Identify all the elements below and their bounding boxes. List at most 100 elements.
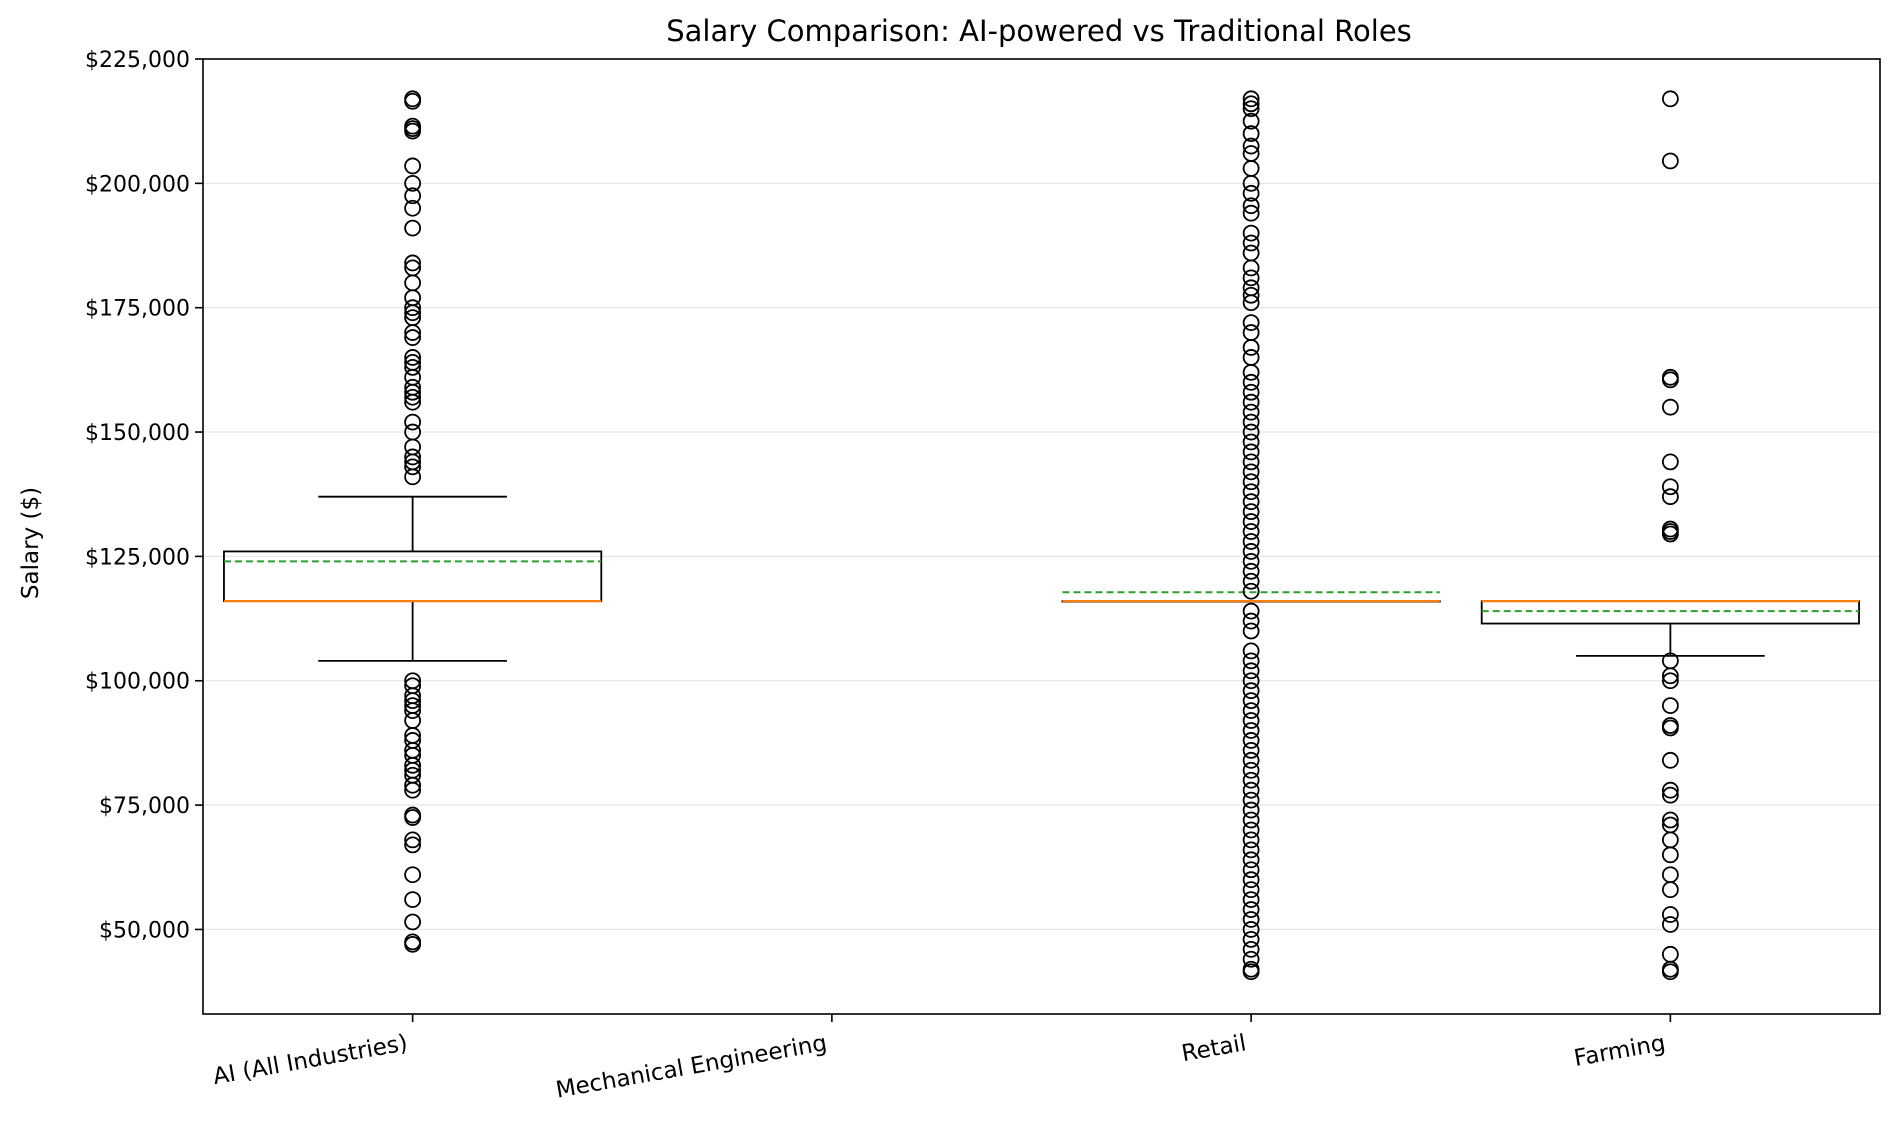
outlier-point <box>1242 373 1260 391</box>
outlier-point <box>404 199 422 217</box>
outlier-point <box>1242 950 1260 968</box>
outlier-point <box>1661 525 1679 543</box>
outlier-point <box>1242 473 1260 491</box>
chart-title: Salary Comparison: AI-powered vs Traditi… <box>666 14 1412 48</box>
outlier-point <box>1242 314 1260 332</box>
y-tick-label: $75,000 <box>99 794 190 819</box>
outlier-point <box>404 781 422 799</box>
outlier-point <box>1242 493 1260 511</box>
outlier-point <box>404 174 422 192</box>
outlier-point <box>1661 846 1679 864</box>
outlier-point <box>1661 963 1679 981</box>
outlier-point <box>1242 702 1260 719</box>
outlier-point <box>404 329 422 346</box>
outlier-point <box>1661 478 1679 496</box>
outlier-point <box>1242 761 1260 779</box>
outlier-point <box>404 92 422 110</box>
outlier-point <box>1242 891 1260 908</box>
y-tick-label: $225,000 <box>85 48 190 73</box>
outlier-point <box>1661 488 1679 506</box>
outlier-point <box>1242 269 1260 287</box>
outlier-point <box>1242 513 1260 530</box>
outlier-point <box>1242 423 1260 441</box>
outlier-point <box>1242 642 1260 660</box>
outlier-point <box>404 776 422 794</box>
outlier-point <box>1242 732 1260 749</box>
outlier-point <box>1242 453 1260 471</box>
y-tick-label: $100,000 <box>85 670 190 695</box>
outlier-point <box>1661 453 1679 471</box>
outlier-point <box>1661 906 1679 923</box>
outlier-point <box>1242 930 1260 948</box>
outlier-point <box>1242 871 1260 889</box>
outlier-point <box>404 413 422 431</box>
outlier-point <box>404 349 422 366</box>
outlier-point <box>1242 383 1260 401</box>
outlier-point <box>1242 403 1260 421</box>
outlier-point <box>1242 184 1260 202</box>
outlier-point <box>1242 562 1260 580</box>
outlier-point <box>1242 692 1260 710</box>
outlier-point <box>1661 152 1679 170</box>
outlier-point <box>1242 503 1260 521</box>
outlier-point <box>1661 90 1679 108</box>
outlier-point <box>404 831 422 849</box>
outlier-point <box>1242 791 1260 809</box>
outlier-point <box>1242 682 1260 700</box>
outlier-point <box>404 157 422 175</box>
box-0 <box>223 90 603 953</box>
outlier-point <box>404 692 422 710</box>
outlier-point <box>1242 771 1260 789</box>
outlier-point <box>1242 174 1260 192</box>
outlier-point <box>404 756 422 774</box>
outlier-point <box>1242 821 1260 839</box>
outlier-point <box>1242 259 1260 277</box>
outlier-point <box>1242 197 1260 215</box>
outlier-point <box>1242 811 1260 829</box>
outlier-point <box>1242 234 1260 252</box>
outlier-point <box>1242 552 1260 570</box>
outlier-point <box>404 219 422 237</box>
outlier-point <box>404 358 422 376</box>
outlier-point <box>404 254 422 272</box>
outlier-point <box>1242 861 1260 879</box>
outlier-point <box>1242 286 1260 304</box>
outlier-point <box>1242 751 1260 769</box>
outlier-point <box>404 458 422 476</box>
outlier-point <box>1242 722 1260 739</box>
outlier-point <box>1242 652 1260 670</box>
outlier-point <box>1242 137 1260 155</box>
outlier-point <box>1242 523 1260 540</box>
y-tick-label: $200,000 <box>85 172 190 197</box>
outlier-point <box>404 702 422 719</box>
outlier-point <box>1242 100 1260 118</box>
outlier-point <box>1242 801 1260 819</box>
outlier-point <box>404 324 422 341</box>
outlier-point <box>1242 224 1260 242</box>
outlier-point <box>1242 90 1260 108</box>
outlier-point <box>1661 781 1679 799</box>
outlier-point <box>404 468 422 486</box>
outlier-point <box>404 809 422 826</box>
outlier-point <box>1242 582 1260 600</box>
outlier-point <box>404 448 422 466</box>
outlier-point <box>404 383 422 401</box>
outlier-point <box>1242 612 1260 630</box>
outlier-point <box>1242 602 1260 620</box>
outlier-point <box>1661 786 1679 804</box>
outlier-point <box>1242 841 1260 859</box>
outlier-point <box>1242 831 1260 849</box>
outlier-point <box>404 836 422 854</box>
grid-layer <box>203 58 1880 931</box>
outlier-point <box>404 304 422 322</box>
boxes-layer <box>223 90 1860 981</box>
outlier-point <box>404 891 422 908</box>
outlier-point <box>1242 95 1260 113</box>
outlier-point <box>1242 781 1260 799</box>
outlier-point <box>1242 622 1260 640</box>
outlier-point <box>1242 672 1260 690</box>
box-3 <box>1480 90 1860 981</box>
outlier-point <box>1661 697 1679 715</box>
